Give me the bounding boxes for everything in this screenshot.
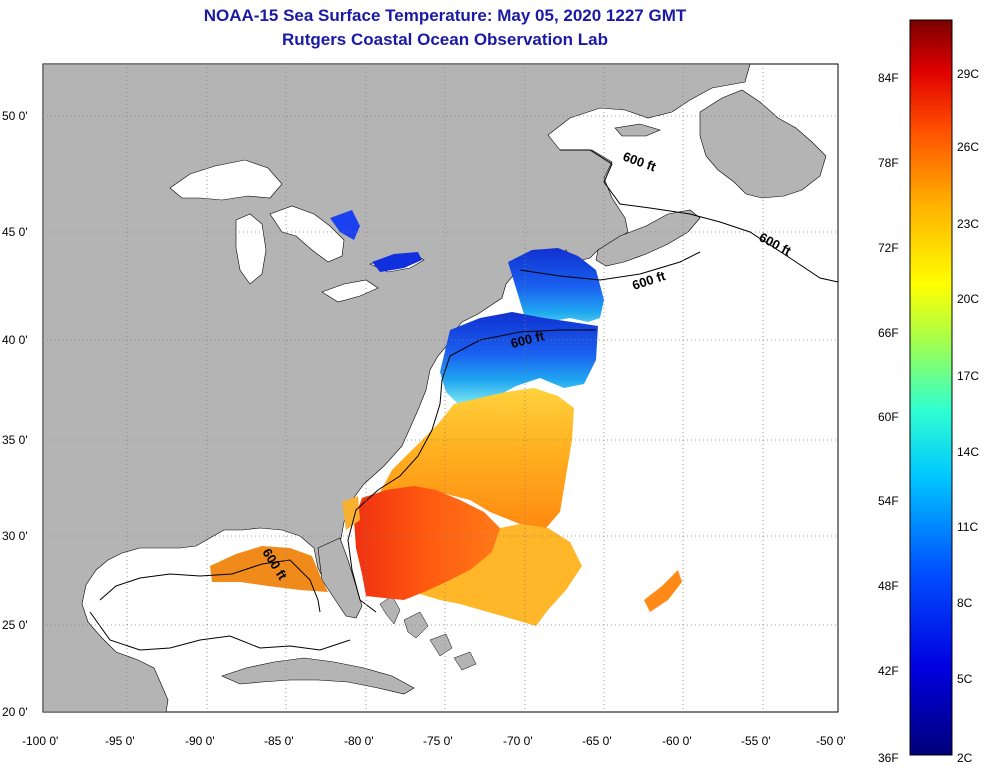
lat-label: 35 0' <box>2 433 28 447</box>
colorbar-f-label: 78F <box>878 156 899 170</box>
colorbar-c-label: 2C <box>957 751 973 765</box>
lon-label: -95 0' <box>105 734 135 748</box>
colorbar-c-label: 29C <box>957 67 979 81</box>
graticule <box>43 64 838 712</box>
lat-label: 20 0' <box>2 705 28 719</box>
isobath-600ft <box>89 149 839 651</box>
colorbar-f-label: 54F <box>878 494 899 508</box>
colorbar <box>909 19 953 756</box>
sst-gulf-of-maine <box>508 248 604 334</box>
lat-label: 30 0' <box>2 529 28 543</box>
colorbar-f-label: 42F <box>878 664 899 678</box>
sst-gulf-of-mexico <box>210 546 328 592</box>
map-subtitle: Rutgers Coastal Ocean Observation Lab <box>282 30 608 49</box>
colorbar-c-label: 26C <box>957 140 979 154</box>
colorbar-c-label: 11C <box>957 520 978 534</box>
lat-label: 25 0' <box>2 618 28 632</box>
colorbar-f-label: 72F <box>878 241 899 255</box>
colorbar-f-label: 60F <box>878 410 899 424</box>
lon-label: -55 0' <box>741 734 771 748</box>
lon-label: -60 0' <box>662 734 692 748</box>
lon-axis: -100 0' -95 0' -90 0' -85 0' -80 0' -75 … <box>22 734 846 748</box>
lake-ontario-sst <box>372 252 422 272</box>
map-title: NOAA-15 Sea Surface Temperature: May 05,… <box>203 6 687 25</box>
colorbar-f-label: 36F <box>878 751 899 765</box>
colorbar-c-label: 20C <box>957 292 979 306</box>
lon-label: -90 0' <box>185 734 215 748</box>
colorbar-f-labels: 84F 78F 72F 66F 60F 54F 48F 42F 36F <box>878 71 899 765</box>
colorbar-c-label: 17C <box>957 369 979 383</box>
land-anticosti <box>614 123 661 137</box>
lat-label: 45 0' <box>2 225 28 239</box>
lon-label: -70 0' <box>503 734 533 748</box>
colorbar-c-labels: 29C 26C 23C 20C 17C 14C 11C 8C 5C 2C <box>957 67 979 765</box>
lake-huron-sst <box>330 210 360 240</box>
sst-patch-east <box>644 570 682 612</box>
lon-label: -65 0' <box>582 734 612 748</box>
lon-label: -80 0' <box>344 734 374 748</box>
colorbar-c-label: 8C <box>957 596 973 610</box>
lon-label: -85 0' <box>264 734 294 748</box>
colorbar-c-label: 23C <box>957 217 979 231</box>
colorbar-f-label: 66F <box>878 326 899 340</box>
colorbar-f-label: 84F <box>878 71 899 85</box>
lat-label: 50 0' <box>2 109 28 123</box>
lat-axis: 50 0' 45 0' 40 0' 35 0' 30 0' 25 0' 20 0… <box>2 109 28 719</box>
sst-patch-coastal <box>342 496 360 530</box>
colorbar-f-label: 48F <box>878 579 899 593</box>
lon-label: -75 0' <box>423 734 453 748</box>
sst-florida-current <box>354 486 500 600</box>
land-florida <box>317 537 363 619</box>
colorbar-c-label: 14C <box>957 445 979 459</box>
sst-mid-atlantic-bight <box>440 312 598 404</box>
land-north-america <box>42 63 751 713</box>
colorbar-c-label: 5C <box>957 672 973 686</box>
lon-label: -100 0' <box>22 734 58 748</box>
lat-label: 40 0' <box>2 333 28 347</box>
lon-label: -50 0' <box>816 734 846 748</box>
